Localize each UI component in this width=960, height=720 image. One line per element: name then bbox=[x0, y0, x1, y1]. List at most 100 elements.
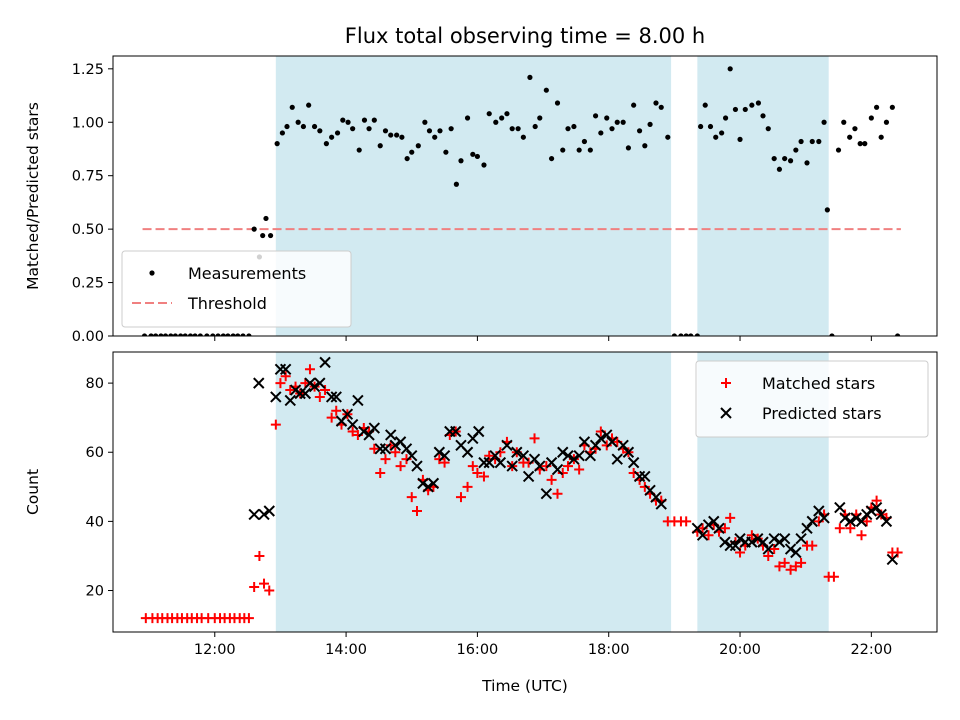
data-point bbox=[620, 119, 626, 125]
data-point bbox=[702, 519, 715, 531]
data-point bbox=[746, 536, 758, 548]
legend-marker bbox=[149, 270, 155, 276]
data-point bbox=[323, 141, 329, 147]
data-point bbox=[481, 162, 487, 168]
data-point bbox=[719, 523, 730, 534]
data-point bbox=[713, 134, 719, 140]
data-point bbox=[215, 333, 221, 336]
data-point bbox=[625, 145, 632, 151]
data-point bbox=[551, 463, 564, 476]
y-tick-label: 40 bbox=[86, 514, 104, 530]
data-point bbox=[683, 333, 689, 336]
data-point bbox=[873, 104, 880, 110]
data-point bbox=[320, 385, 331, 396]
data-point bbox=[427, 477, 440, 490]
data-point bbox=[627, 456, 640, 469]
data-point bbox=[834, 523, 845, 534]
y-tick-label: 60 bbox=[86, 445, 104, 461]
data-point bbox=[587, 147, 593, 153]
data-point bbox=[377, 143, 383, 149]
data-point bbox=[892, 547, 903, 558]
data-point bbox=[722, 115, 729, 121]
data-point bbox=[438, 449, 451, 462]
data-point bbox=[406, 449, 418, 462]
legend-label: Threshold bbox=[187, 294, 267, 313]
data-point bbox=[528, 453, 541, 465]
data-point bbox=[806, 515, 818, 528]
legend: Matched stars Predicted stars bbox=[695, 360, 929, 438]
data-point bbox=[749, 102, 755, 108]
data-point bbox=[289, 104, 295, 110]
data-point bbox=[655, 498, 667, 510]
data-point bbox=[719, 536, 731, 548]
data-point bbox=[284, 394, 296, 407]
data-point bbox=[807, 540, 818, 551]
data-point bbox=[411, 506, 422, 517]
data-point bbox=[639, 470, 651, 483]
data-point bbox=[450, 425, 462, 438]
legend-label: Measurements bbox=[188, 264, 306, 283]
data-point bbox=[762, 543, 774, 555]
data-point bbox=[404, 155, 410, 162]
data-point bbox=[828, 571, 839, 582]
data-point bbox=[178, 333, 184, 336]
data-point bbox=[557, 467, 568, 478]
data-point bbox=[472, 467, 483, 478]
data-point bbox=[834, 501, 846, 514]
data-point bbox=[541, 461, 552, 472]
data-point bbox=[401, 454, 412, 465]
data-point bbox=[844, 515, 857, 528]
data-point bbox=[443, 149, 449, 155]
data-point bbox=[158, 333, 164, 336]
data-point bbox=[696, 529, 709, 541]
data-point bbox=[153, 333, 159, 336]
y-tick-label: 1.00 bbox=[72, 115, 104, 131]
data-point bbox=[548, 155, 555, 162]
data-point bbox=[713, 522, 725, 535]
data-point bbox=[752, 532, 764, 545]
data-point bbox=[501, 439, 513, 452]
data-point bbox=[598, 130, 604, 136]
data-point bbox=[813, 516, 824, 527]
axes-frame bbox=[112, 351, 938, 633]
legend-label: Predicted stars bbox=[762, 404, 882, 423]
data-point bbox=[658, 104, 664, 110]
data-point bbox=[708, 515, 720, 528]
data-point bbox=[647, 121, 653, 127]
y-tick-label: 0.00 bbox=[72, 329, 104, 345]
data-point bbox=[622, 446, 635, 458]
data-point bbox=[883, 119, 890, 125]
data-point bbox=[395, 461, 406, 472]
data-point bbox=[204, 333, 210, 336]
data-point bbox=[606, 436, 618, 448]
data-point bbox=[886, 553, 899, 566]
data-point bbox=[346, 418, 359, 431]
data-point bbox=[703, 530, 714, 541]
data-point bbox=[855, 515, 868, 528]
data-point bbox=[509, 126, 515, 132]
data-point bbox=[172, 333, 178, 336]
data-point bbox=[246, 333, 252, 336]
data-point bbox=[880, 515, 893, 528]
data-point bbox=[707, 123, 714, 130]
data-point bbox=[210, 333, 216, 336]
data-point bbox=[875, 508, 887, 521]
data-point bbox=[734, 532, 746, 545]
data-point bbox=[356, 147, 362, 153]
data-point bbox=[462, 481, 473, 492]
data-point bbox=[765, 126, 771, 132]
data-point bbox=[284, 123, 290, 130]
data-point bbox=[568, 453, 580, 465]
data-point bbox=[345, 119, 351, 125]
data-point bbox=[653, 100, 659, 106]
data-point bbox=[467, 461, 478, 472]
data-point bbox=[771, 155, 777, 162]
data-point bbox=[368, 422, 381, 434]
data-point bbox=[350, 126, 356, 132]
data-point bbox=[254, 550, 265, 561]
data-point bbox=[267, 232, 274, 239]
data-point bbox=[263, 215, 269, 222]
data-point bbox=[870, 501, 883, 514]
data-point bbox=[458, 158, 464, 164]
data-point bbox=[455, 492, 466, 503]
